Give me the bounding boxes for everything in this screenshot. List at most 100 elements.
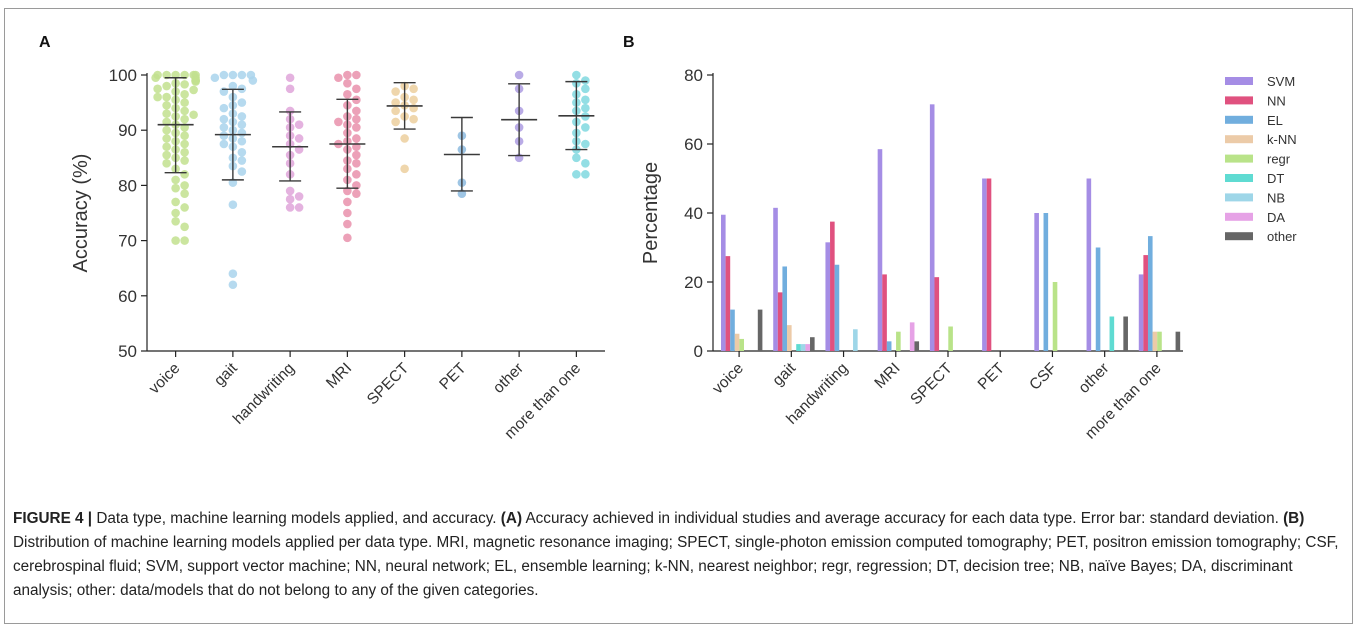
caption-text-3: Distribution of machine learning models … <box>13 534 1339 599</box>
panel-a-point-mri <box>352 123 361 132</box>
panel-b-legend-label-nn: NN <box>1267 93 1286 108</box>
panel-b-bar-da-mri <box>909 322 915 351</box>
panel-b-legend-swatch-nb <box>1225 193 1253 202</box>
panel-b-x-tick-label-voice: voice <box>709 360 747 398</box>
panel-a-point-voice <box>180 156 189 165</box>
panel-b-x-tick-label-spect: SPECT <box>907 359 956 408</box>
panel-b-y-tick-label: 60 <box>684 135 703 154</box>
panel-a-x-tick-label-mri: MRI <box>323 360 355 392</box>
panel-a-point-gait <box>219 87 229 96</box>
panel-a-x-tick-label-pet: PET <box>436 359 470 393</box>
panel-a-point-gait <box>219 70 229 80</box>
panel-a-point-more-than-one <box>581 123 590 132</box>
panel-a-point-handwriting <box>294 134 304 143</box>
panel-a-y-tick-label: 60 <box>118 287 137 306</box>
panel-a-point-spect <box>391 87 400 96</box>
panel-b-bar-el-more-than-one <box>1147 236 1153 351</box>
panel-b-legend-swatch-other <box>1225 232 1253 241</box>
panel-b-legend-swatch-nn <box>1225 96 1253 105</box>
panel-a-point-voice <box>151 73 160 83</box>
panel-a-point-more-than-one <box>581 84 590 94</box>
panel-a-point-voice <box>162 101 171 110</box>
panel-b-bar-regr-more-than-one <box>1157 331 1162 351</box>
panel-a-y-tick-label: 90 <box>118 121 137 140</box>
panel-a-x-tick-label-voice: voice <box>146 360 184 398</box>
panel-a-point-voice <box>162 81 171 91</box>
panel-a-point-voice <box>171 183 180 193</box>
panel-a-point-handwriting <box>294 203 304 212</box>
panel-a-point-mri <box>352 70 361 80</box>
panel-a-point-gait <box>219 103 229 113</box>
panel-a-point-voice <box>180 170 189 179</box>
panel-b-bar-el-csf <box>1043 213 1049 351</box>
panel-b-bar-nn-mri <box>882 274 887 351</box>
panel-a-point-spect <box>409 114 418 124</box>
panel-a-point-more-than-one <box>581 103 590 113</box>
panel-a-y-axis-label: Accuracy (%) <box>70 154 92 273</box>
panel-b-bar-other-other <box>1123 316 1128 351</box>
caption-text-2: Accuracy achieved in individual studies … <box>522 510 1284 527</box>
panel-b-legend-swatch-k-nn <box>1225 135 1253 144</box>
panel-b-legend-label-regr: regr <box>1267 152 1291 167</box>
panel-a-point-gait <box>248 76 258 85</box>
panel-a-y-tick-label: 80 <box>118 176 137 195</box>
panel-b-label: B <box>623 34 635 51</box>
panel-a-point-gait <box>228 269 238 279</box>
panel-a-point-mri <box>343 208 352 218</box>
panel-b-bar-k-nn-voice <box>734 333 740 351</box>
panel-a-point-more-than-one <box>581 139 590 149</box>
panel-b-bar-svm-spect <box>929 104 935 351</box>
panel-b-bar-other-mri <box>914 341 920 351</box>
panel-a-point-voice <box>171 175 180 185</box>
panel-a-point-mri <box>343 197 352 207</box>
panel-b-legend-swatch-svm <box>1225 77 1253 85</box>
panel-b-x-tick-label-mri: MRI <box>871 360 903 392</box>
panel-a-point-voice <box>180 114 189 124</box>
panel-a-x-tick-label-handwriting: handwriting <box>230 360 298 428</box>
panel-b-legend-label-el: EL <box>1267 113 1283 128</box>
panel-a-point-spect <box>391 117 400 127</box>
panel-a-point-gait <box>228 280 238 290</box>
panel-a-point-gait <box>237 128 247 138</box>
panel-b-y-tick-label: 20 <box>684 273 703 292</box>
panel-a-y-tick-label: 100 <box>109 66 137 85</box>
panel-b-bar-nn-voice <box>725 256 731 351</box>
panel-a-point-handwriting <box>285 186 295 196</box>
panel-b-bar-da-gait <box>805 344 811 351</box>
panel-a-point-voice <box>180 203 189 212</box>
panel-a-point-spect <box>400 134 409 143</box>
panel-b-bar-svm-more-than-one <box>1138 274 1144 351</box>
panel-b-bar-el-voice <box>730 309 735 351</box>
panel-a-point-mri <box>343 219 352 229</box>
panel-a-point-mri <box>352 189 361 198</box>
panel-a-point-mri <box>334 73 343 83</box>
panel-a-point-gait <box>237 147 247 157</box>
panel-b-legend-swatch-el <box>1225 115 1253 124</box>
panel-a-point-voice <box>180 98 189 107</box>
panel-b-legend-label-other: other <box>1267 229 1297 244</box>
panel-b-bar-other-more-than-one <box>1175 331 1181 351</box>
panel-b-legend-swatch-regr <box>1225 154 1253 163</box>
panel-b-bar-dt-other <box>1109 316 1115 351</box>
panel-a-point-mri <box>352 84 361 94</box>
panel-b-legend-swatch-da <box>1225 212 1253 221</box>
panel-b-legend-swatch-dt <box>1225 174 1253 182</box>
figure-caption: FIGURE 4 | Data type, machine learning m… <box>13 507 1349 603</box>
panel-a-point-mri <box>352 134 361 143</box>
panel-b-x-tick-label-other: other <box>1075 360 1112 397</box>
panel-b-bar-regr-spect <box>948 326 953 351</box>
panel-b-legend-label-dt: DT <box>1267 171 1284 186</box>
panel-a-point-voice <box>191 77 200 86</box>
panel-b-legend-label-svm: SVM <box>1267 74 1295 89</box>
panel-b-bar-k-nn-gait <box>787 325 792 351</box>
panel-b-bar-nb-gait <box>800 344 806 351</box>
panel-a-point-voice <box>162 134 171 143</box>
panel-a-point-gait <box>219 131 229 141</box>
panel-a-point-gait <box>219 139 229 149</box>
panel-a-point-voice <box>162 92 171 102</box>
panel-a-point-voice <box>180 80 189 89</box>
panel-b-bar-nn-more-than-one <box>1143 255 1148 351</box>
panel-a-point-handwriting <box>294 192 304 201</box>
panel-a-point-gait <box>237 70 247 80</box>
